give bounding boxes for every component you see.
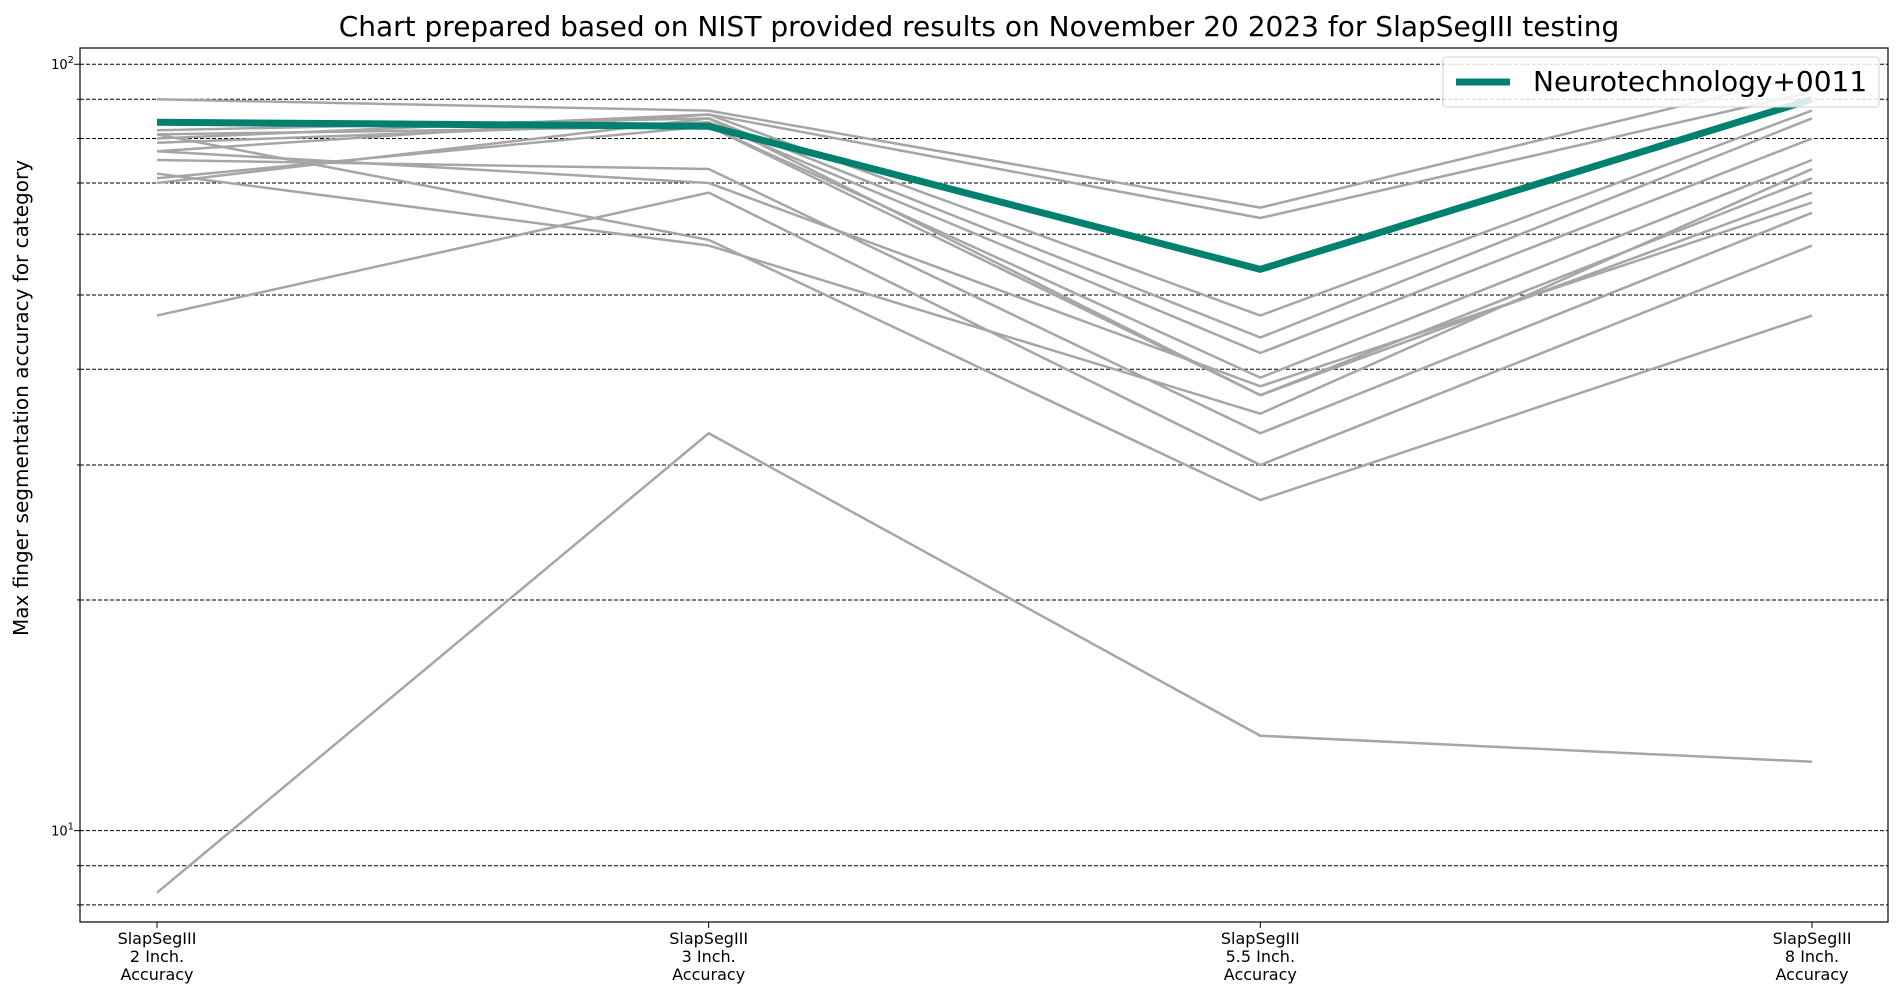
gridlines	[80, 63, 1888, 906]
x-tick-label: 3 Inch.	[682, 947, 736, 966]
x-tick-label: SlapSegIII	[669, 929, 748, 948]
series-line	[156, 167, 1813, 415]
x-tick-label: Accuracy	[120, 965, 193, 984]
series-line	[156, 117, 1813, 339]
series-line	[156, 158, 1813, 435]
y-axis-ticks: 101 102	[51, 55, 80, 906]
x-tick-label: Accuracy	[1224, 965, 1297, 984]
legend-label: Neurotechnology+0011	[1533, 65, 1867, 98]
highlight-series-line	[156, 95, 1814, 273]
series-line	[156, 432, 1813, 894]
legend: Neurotechnology+0011	[1442, 56, 1880, 108]
series-line	[156, 121, 1813, 355]
series-line	[156, 125, 1813, 379]
series-lines	[156, 73, 1814, 894]
x-tick-label: 5.5 Inch.	[1226, 947, 1295, 966]
x-tick-label: 2 Inch.	[130, 947, 184, 966]
series-line	[156, 73, 1813, 209]
y-tick-label: 101	[51, 822, 74, 840]
series-line	[156, 125, 1813, 397]
plot-frame	[79, 47, 1889, 923]
x-tick-label: Accuracy	[1775, 965, 1848, 984]
series-line	[156, 133, 1813, 502]
y-axis-label: Max finger segmentation accuracy for cat…	[9, 160, 33, 636]
chart-title: Chart prepared based on NIST provided re…	[339, 10, 1620, 43]
x-tick-label: SlapSegIII	[118, 929, 197, 948]
x-tick-label: SlapSegIII	[1773, 929, 1852, 948]
x-tick-label: 8 Inch.	[1785, 947, 1839, 966]
x-tick-label: SlapSegIII	[1221, 929, 1300, 948]
y-tick-label: 102	[51, 55, 74, 73]
x-tick-label: Accuracy	[672, 965, 745, 984]
legend-box	[1442, 56, 1880, 108]
series-line	[156, 149, 1813, 388]
series-line	[156, 191, 1813, 467]
